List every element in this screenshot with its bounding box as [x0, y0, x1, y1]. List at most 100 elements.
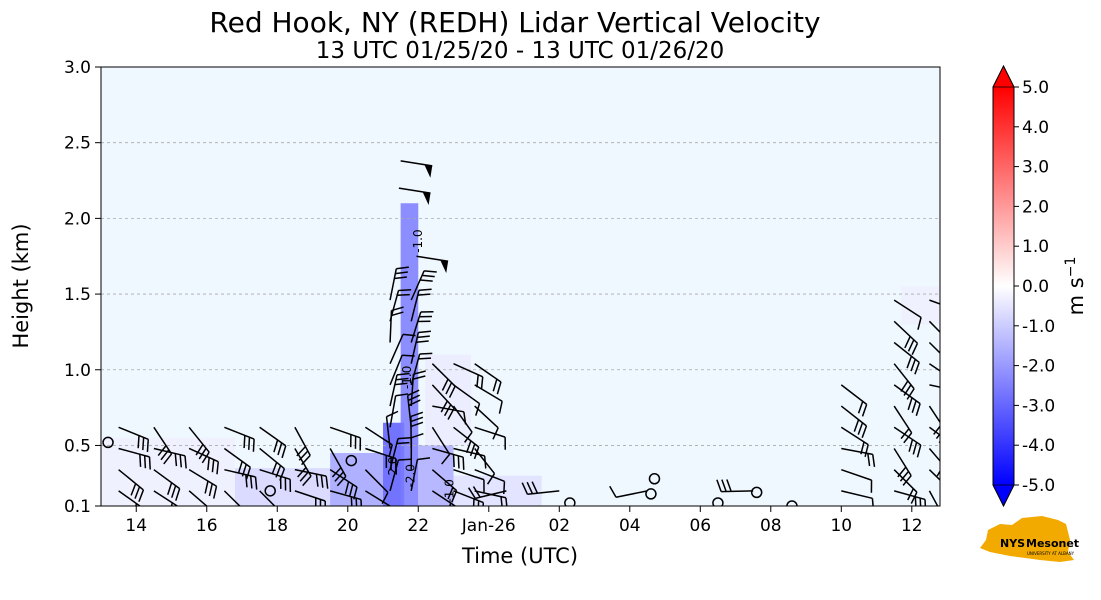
wind-barb-staff — [841, 468, 872, 481]
colorbar-tick-label: -1.0 — [1022, 317, 1055, 337]
wind-barb-staff — [153, 469, 181, 490]
wind-barb-feather — [254, 476, 258, 490]
wind-barb-feather — [900, 428, 910, 440]
wind-barb-feather — [157, 445, 167, 457]
wind-barb-staff — [431, 363, 456, 387]
wind-barb-feather — [505, 497, 508, 506]
wind-barb-staff — [188, 426, 210, 453]
wind-barb-feather — [395, 271, 408, 275]
plot-background — [101, 67, 940, 506]
x-tick-label: Jan-26 — [461, 516, 516, 536]
wind-barb-feather — [315, 474, 319, 487]
wind-barb-staff — [153, 426, 173, 455]
wind-barb-staff — [431, 426, 451, 455]
wind-barb-feather — [353, 486, 358, 500]
wind-barb-feather — [195, 444, 204, 456]
wind-barb-feather — [492, 427, 499, 440]
wind-barb-feather — [716, 479, 722, 492]
contour-label: -2.0 — [404, 464, 418, 487]
wind-barb-staff — [928, 405, 940, 424]
wind-barb-feather — [395, 393, 409, 397]
wind-barb-feather — [947, 365, 953, 376]
wind-barb-feather — [207, 457, 210, 471]
wind-barb-feather — [933, 425, 940, 435]
wind-barb-pennant — [424, 164, 433, 178]
wind-barb-feather — [943, 489, 949, 500]
colorbar-tick-label: 4.0 — [1022, 118, 1049, 138]
wind-barb-feather — [857, 401, 864, 414]
wind-barb-feather — [416, 340, 429, 343]
contour-label: -1.0 — [411, 229, 425, 252]
wind-barb-staff — [929, 299, 940, 305]
wind-barb-staff — [224, 468, 256, 478]
wind-barb-staff — [385, 416, 391, 449]
wind-barb-feather — [397, 293, 410, 297]
wind-barb-staff — [389, 374, 398, 407]
wind-barb-feather — [298, 450, 309, 461]
wind-barb-pennant — [440, 259, 449, 274]
colorbar-tick-label: -3.0 — [1022, 396, 1055, 416]
wind-barb-feather — [134, 486, 141, 499]
wind-barb-feather — [137, 435, 140, 449]
colorbar-unit-exponent: −1 — [1063, 257, 1079, 278]
wind-barb-staff — [416, 255, 449, 262]
wind-barb-feather — [944, 473, 951, 484]
wind-barb-feather — [418, 357, 432, 360]
wind-barb-feather — [449, 502, 452, 506]
wind-barb-feather — [939, 479, 940, 480]
wind-barb-feather — [936, 469, 940, 477]
wind-barb-feather — [212, 486, 218, 499]
wind-barb-feather — [413, 370, 426, 375]
wind-barb-feather — [871, 498, 874, 506]
wind-barb-feather — [130, 483, 137, 496]
wind-barb-staff — [474, 363, 502, 383]
colorbar-tick-label: -2.0 — [1022, 357, 1055, 377]
wind-barb-feather — [396, 266, 409, 270]
colorbar-tick-label: 1.0 — [1022, 237, 1049, 257]
wind-barb-staff — [410, 332, 420, 364]
wind-barb-staff — [364, 469, 389, 493]
wind-barb-feather — [281, 445, 287, 459]
wind-barb-feather — [472, 486, 481, 498]
wind-barb-feather — [275, 465, 282, 478]
wind-barb-feather — [897, 466, 907, 478]
wind-barb-feather — [902, 475, 912, 486]
wind-barb-feather — [911, 400, 917, 414]
wind-barb-staff — [329, 490, 362, 501]
wind-barb-feather — [906, 355, 913, 369]
calm-wind-marker — [750, 486, 763, 499]
wind-barb-staff — [893, 341, 920, 363]
wind-barb-staff — [118, 490, 142, 506]
wind-barb-feather — [498, 401, 503, 414]
wind-barb-feather — [160, 449, 170, 461]
wind-barb-feather — [951, 446, 955, 458]
wind-barb-feather — [175, 505, 178, 506]
wind-barb-feather — [355, 498, 358, 506]
wind-barb-feather — [448, 385, 456, 398]
nys-state-shape — [980, 516, 1074, 562]
wind-barb-feather — [531, 481, 539, 494]
wind-barb-feather — [492, 378, 498, 392]
wind-barb-feather — [398, 289, 412, 292]
x-axis-ticks: 14 16 18 20 22 Jan-26 02 04 06 08 10 12 — [125, 506, 923, 536]
wind-barb-staff — [893, 405, 913, 434]
calm-wind-marker — [264, 485, 276, 497]
wind-barb-feather — [178, 508, 181, 520]
calm-wind-marker — [648, 473, 661, 485]
wind-barb-feather — [249, 475, 253, 489]
wind-barb-staff — [474, 468, 505, 483]
wind-barb-feather — [465, 440, 472, 453]
wind-barb-feather — [903, 384, 912, 396]
wind-barb-feather — [418, 288, 432, 292]
wind-barb-feather — [872, 454, 876, 467]
colorbar-tick-label: 3.0 — [1022, 158, 1049, 178]
wind-barb-staff — [294, 426, 311, 456]
colorbar-tick-label: 0.0 — [1022, 277, 1049, 297]
x-tick-label: 02 — [548, 516, 570, 536]
wind-barb-feather — [609, 485, 617, 498]
chart-title: Red Hook, NY (REDH) Lidar Vertical Veloc… — [209, 6, 820, 39]
wind-barb-feather — [184, 455, 187, 469]
y-tick-label: 2.0 — [64, 209, 91, 229]
wind-barb-staff — [259, 490, 276, 506]
